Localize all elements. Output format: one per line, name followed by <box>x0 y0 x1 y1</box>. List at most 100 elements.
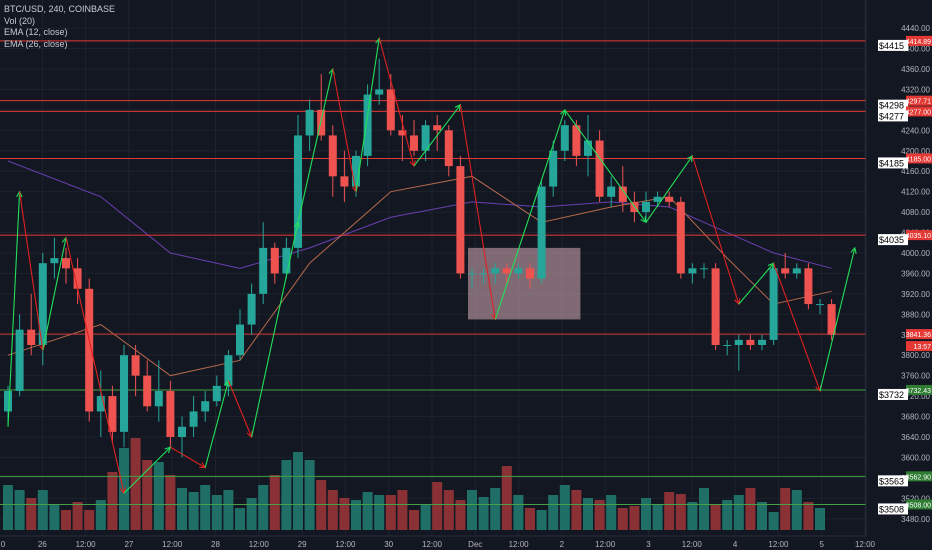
candle-body[interactable] <box>73 268 82 289</box>
candle-body[interactable] <box>537 186 546 279</box>
candle-body[interactable] <box>224 355 233 386</box>
legend-ema-fast[interactable]: EMA (12, close) <box>4 27 68 37</box>
candle-body[interactable] <box>236 324 244 356</box>
candle-body[interactable] <box>166 390 175 437</box>
price-tick-label: 3800.00 <box>901 351 930 360</box>
candle-body[interactable] <box>154 390 163 407</box>
candle-body[interactable] <box>444 130 453 167</box>
candle-body[interactable] <box>502 268 511 274</box>
candle-body[interactable] <box>734 339 743 345</box>
candle-body[interactable] <box>189 411 198 427</box>
candle-body[interactable] <box>676 201 685 274</box>
candle-body[interactable] <box>769 268 778 340</box>
time-tick-label: 12:00 <box>422 540 443 549</box>
candle-body[interactable] <box>108 396 117 432</box>
time-tick-label: 2 <box>560 540 565 549</box>
price-level-tag <box>906 384 932 395</box>
candle-body[interactable] <box>201 401 210 412</box>
candle-body[interactable] <box>816 304 824 306</box>
candle-body[interactable] <box>85 288 94 412</box>
price-level-label: $3563 <box>879 476 904 486</box>
candle-body[interactable] <box>328 135 337 177</box>
candle-body[interactable] <box>479 273 488 275</box>
candle-body[interactable] <box>584 140 592 156</box>
candle-body[interactable] <box>27 329 36 345</box>
candle-body[interactable] <box>827 304 836 335</box>
candle-body[interactable] <box>421 125 430 151</box>
volume-bar <box>478 497 489 530</box>
time-tick-label: 12:00 <box>682 540 703 549</box>
price-level-tag-text: 4277.00 <box>906 109 931 116</box>
candle-body[interactable] <box>352 155 360 187</box>
candle-body[interactable] <box>746 339 755 345</box>
candle-body[interactable] <box>642 201 650 213</box>
candle-body[interactable] <box>96 396 105 412</box>
time-tick-label: 26 <box>38 540 47 549</box>
candle-body[interactable] <box>781 268 790 274</box>
legend-volume[interactable]: Vol (20) <box>4 15 36 26</box>
candle-body[interactable] <box>456 166 465 274</box>
candle-body[interactable] <box>386 89 395 131</box>
countdown-tag <box>906 341 932 352</box>
candle-body[interactable] <box>618 186 627 202</box>
candle-body[interactable] <box>607 186 616 197</box>
candle-body[interactable] <box>758 339 766 345</box>
candle-body[interactable] <box>317 109 326 136</box>
volume-bar <box>142 460 153 530</box>
candle-body[interactable] <box>572 125 581 156</box>
candle-body[interactable] <box>688 268 697 274</box>
legend-symbol[interactable]: BTC/USD, 240, COINBASE <box>4 4 116 14</box>
time-tick-label: 12:00 <box>335 540 356 549</box>
price-tick-label: 4400.00 <box>901 45 930 54</box>
candle-body[interactable] <box>50 258 59 264</box>
volume-bar <box>165 475 176 530</box>
candle-body[interactable] <box>259 247 268 294</box>
price-tick-label: 4000.00 <box>901 249 930 258</box>
price-level-label-box <box>878 157 908 169</box>
candle-body[interactable] <box>433 125 442 131</box>
candle-body[interactable] <box>711 268 720 345</box>
candle-body[interactable] <box>4 390 12 412</box>
candle-body[interactable] <box>514 268 523 274</box>
candle-body[interactable] <box>120 355 128 432</box>
candle-body[interactable] <box>131 355 140 376</box>
candle-body[interactable] <box>804 268 813 305</box>
candle-body[interactable] <box>410 135 418 151</box>
candle-body[interactable] <box>549 150 558 187</box>
candle-body[interactable] <box>62 258 70 269</box>
candle-body[interactable] <box>526 268 534 279</box>
zigzag-segment <box>297 68 334 223</box>
candle-body[interactable] <box>375 89 384 95</box>
candle-body[interactable] <box>468 273 476 275</box>
candle-body[interactable] <box>294 135 302 248</box>
volume-bar <box>629 506 640 530</box>
candle-body[interactable] <box>305 109 314 136</box>
candle-body[interactable] <box>792 268 801 274</box>
candle-body[interactable] <box>491 268 500 274</box>
candle-body[interactable] <box>665 196 674 202</box>
legend-ema-slow[interactable]: EMA (26, close) <box>4 38 68 49</box>
candle-body[interactable] <box>143 375 152 407</box>
price-level-label-box <box>878 99 908 111</box>
candle-body[interactable] <box>398 130 407 136</box>
candle-body[interactable] <box>178 426 186 437</box>
candle-body[interactable] <box>723 344 732 346</box>
candle-body[interactable] <box>653 196 662 202</box>
candle-body[interactable] <box>363 94 372 156</box>
price-level-label-box <box>878 110 908 122</box>
candle-body[interactable] <box>340 176 349 187</box>
price-level-label: $4185 <box>879 158 904 168</box>
candle-body[interactable] <box>560 125 569 151</box>
candle-body[interactable] <box>15 329 24 391</box>
candle-body[interactable] <box>282 247 291 274</box>
candle-body[interactable] <box>270 247 279 274</box>
price-tick-label: 3880.00 <box>901 310 930 319</box>
candle-body[interactable] <box>38 263 47 345</box>
indicator-legend: BTC/USD, 240, COINBASE Vol (20) EMA (12,… <box>4 4 115 50</box>
candle-body[interactable] <box>212 385 221 402</box>
candle-body[interactable] <box>247 293 256 325</box>
candle-body[interactable] <box>595 140 604 197</box>
price-tick-label: 3640.00 <box>901 433 930 442</box>
candle-body[interactable] <box>700 268 708 270</box>
